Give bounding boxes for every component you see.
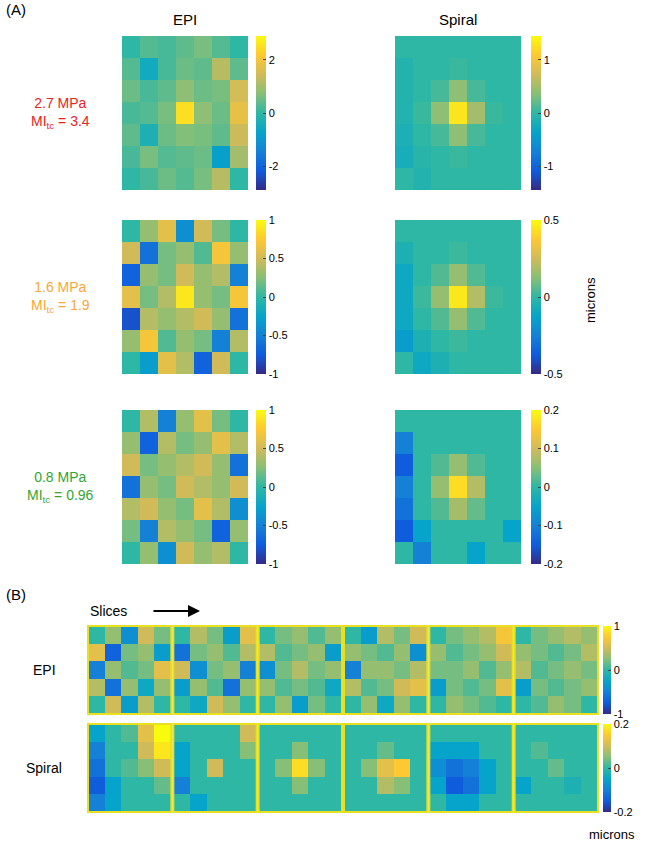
svg-text:0: 0 — [614, 664, 620, 676]
svg-text:Slices: Slices — [90, 603, 127, 619]
svg-text:0: 0 — [269, 481, 275, 493]
svg-text:1.6 MPaMI​tc​ = 1.9: 1.6 MPaMI​tc​ = 1.9 — [31, 279, 90, 315]
svg-text:-0.1: -0.1 — [544, 519, 563, 531]
svg-text:microns: microns — [589, 827, 635, 842]
svg-text:microns: microns — [583, 277, 598, 323]
svg-text:EPI: EPI — [33, 662, 56, 678]
svg-text:-0.5: -0.5 — [544, 368, 563, 380]
svg-text:EPI: EPI — [173, 11, 197, 28]
svg-text:1: 1 — [614, 620, 620, 632]
svg-text:0.1: 0.1 — [544, 442, 559, 454]
svg-text:-1: -1 — [544, 160, 554, 172]
svg-text:0.5: 0.5 — [269, 442, 284, 454]
svg-text:1: 1 — [269, 214, 275, 226]
svg-text:1: 1 — [269, 404, 275, 416]
svg-text:0: 0 — [269, 107, 275, 119]
svg-text:0: 0 — [544, 107, 550, 119]
svg-text:0.2: 0.2 — [544, 404, 559, 416]
svg-text:-2: -2 — [269, 160, 279, 172]
svg-text:2.7 MPaMI​tc​ = 3.4: 2.7 MPaMI​tc​ = 3.4 — [31, 95, 90, 131]
svg-text:(A): (A) — [6, 1, 26, 18]
svg-text:0: 0 — [544, 291, 550, 303]
svg-text:0.2: 0.2 — [614, 718, 629, 730]
svg-text:Spiral: Spiral — [439, 11, 477, 28]
svg-text:0.5: 0.5 — [269, 252, 284, 264]
svg-text:-1: -1 — [614, 708, 624, 720]
svg-text:(B): (B) — [6, 586, 26, 603]
svg-text:-0.5: -0.5 — [269, 329, 288, 341]
svg-text:-1: -1 — [269, 368, 279, 380]
svg-text:-1: -1 — [269, 558, 279, 570]
svg-text:1: 1 — [544, 54, 550, 66]
svg-text:-0.2: -0.2 — [614, 806, 633, 818]
svg-text:0: 0 — [269, 291, 275, 303]
svg-text:0.5: 0.5 — [544, 214, 559, 226]
svg-text:Spiral: Spiral — [26, 760, 62, 776]
svg-text:0.8 MPaMI​tc​ = 0.96: 0.8 MPaMI​tc​ = 0.96 — [27, 469, 94, 505]
svg-text:2: 2 — [269, 54, 275, 66]
svg-text:-0.2: -0.2 — [544, 558, 563, 570]
svg-text:0: 0 — [614, 762, 620, 774]
svg-text:0: 0 — [544, 481, 550, 493]
svg-text:-0.5: -0.5 — [269, 519, 288, 531]
